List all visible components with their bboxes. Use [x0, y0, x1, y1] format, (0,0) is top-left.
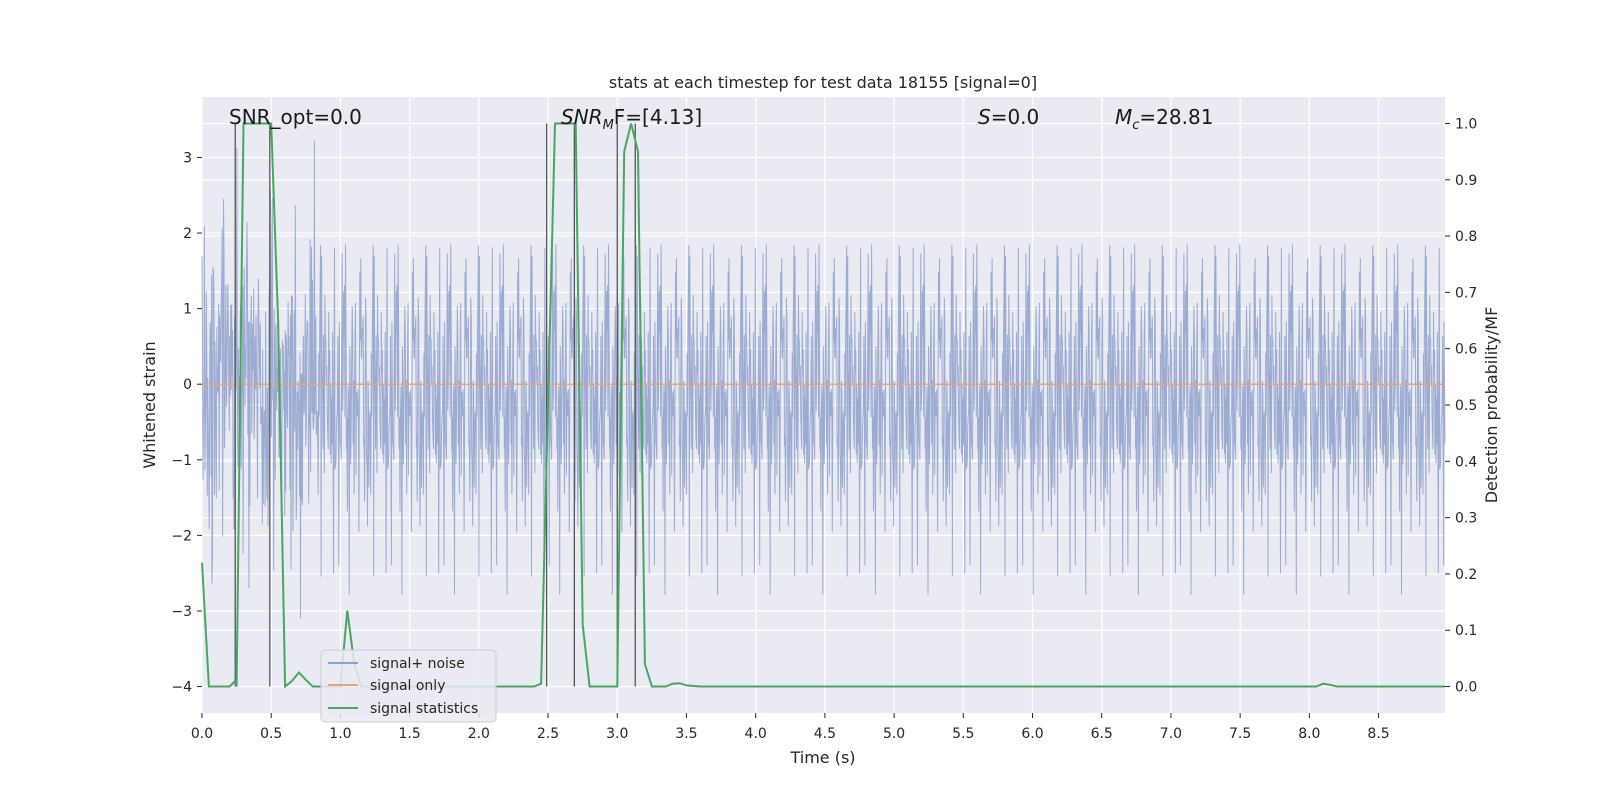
y2-tick-label: 0.5	[1455, 398, 1477, 414]
x-tick-label: 0.0	[191, 726, 213, 742]
annotation-s: S=0.0	[978, 105, 1039, 129]
y-tick-label: 2	[183, 226, 192, 242]
y-tick-label: −4	[171, 680, 192, 696]
x-tick-label: 4.5	[814, 726, 836, 742]
x-tick-label: 2.0	[468, 726, 490, 742]
y-tick-label: −1	[171, 453, 192, 469]
y-tick-label: −3	[171, 604, 192, 620]
legend-box	[320, 649, 497, 723]
x-tick-label: 6.0	[1021, 726, 1043, 742]
x-tick-label: 5.0	[883, 726, 905, 742]
series-signal-statistics	[201, 122, 1445, 689]
y2-tick-label: 0.4	[1455, 454, 1477, 470]
y-tick-label: −2	[171, 528, 192, 544]
legend: signal+ noise signal only signal statist…	[320, 649, 497, 723]
series-signal-plus-noise	[201, 140, 1446, 619]
legend-label-signal-plus-noise: signal+ noise	[370, 656, 465, 672]
annotation-snr-opt: SNR_opt=0.0	[229, 105, 362, 129]
x-tick-label: 3.5	[675, 726, 697, 742]
y2-tick-label: 0.2	[1455, 567, 1477, 583]
y2-tick-label: 0.8	[1455, 229, 1477, 245]
y2-tick-label: 0.1	[1455, 623, 1477, 639]
y2-tick-label: 0.6	[1455, 342, 1477, 358]
x-axis-label: Time (s)	[789, 748, 855, 767]
y2-tick-label: 0.9	[1455, 173, 1477, 189]
legend-label-signal-statistics: signal statistics	[370, 701, 478, 717]
chart-title: stats at each timestep for test data 181…	[609, 73, 1037, 92]
y-axis-ticks: 3 2 1 0 −1 −2 −3 −4	[171, 150, 202, 696]
x-tick-label: 7.0	[1160, 726, 1182, 742]
x-tick-label: 5.5	[952, 726, 974, 742]
y2-axis-label: Detection probability/MF	[1482, 307, 1501, 504]
y2-tick-label: 1.0	[1455, 116, 1477, 132]
y2-tick-label: 0.7	[1455, 285, 1477, 301]
x-tick-label: 8.0	[1298, 726, 1320, 742]
legend-label-signal-only: signal only	[370, 678, 445, 694]
x-tick-label: 1.0	[329, 726, 351, 742]
series-line-signal-statistics	[201, 122, 1445, 689]
x-tick-label: 7.5	[1229, 726, 1251, 742]
y2-axis-ticks: 1.0 0.9 0.8 0.7 0.6 0.5 0.4 0.3 0.2 0.1 0.0	[1445, 116, 1477, 696]
x-tick-label: 6.5	[1091, 726, 1113, 742]
y2-tick-label: 0.0	[1455, 680, 1477, 696]
x-tick-label: 2.5	[537, 726, 559, 742]
x-tick-label: 0.5	[260, 726, 282, 742]
x-tick-label: 8.5	[1367, 726, 1389, 742]
x-axis-ticks: 0.0 0.5 1.0 1.5 2.0 2.5 3.0 3.5 4.0 4.5 5.0 5.5 6.0 6…	[191, 713, 1390, 742]
x-tick-label: 4.0	[745, 726, 767, 742]
annotation-mc: Mc=28.81	[1115, 105, 1213, 133]
x-tick-label: 1.5	[398, 726, 420, 742]
y-axis-label: Whitened strain	[140, 341, 159, 468]
y2-tick-label: 0.3	[1455, 511, 1477, 527]
x-tick-label: 3.0	[606, 726, 628, 742]
y-tick-label: 3	[183, 150, 192, 166]
y-tick-label: 0	[183, 377, 192, 393]
vertical-lines	[234, 123, 636, 687]
series-line-signal-plus-noise	[201, 140, 1446, 619]
y-tick-label: 1	[183, 302, 192, 318]
annotation-snr-mf: SNRMF=[4.13]	[561, 105, 702, 133]
